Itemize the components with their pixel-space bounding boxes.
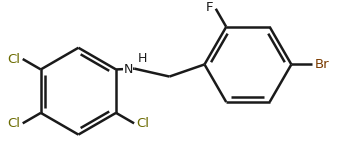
Text: Cl: Cl <box>7 117 20 130</box>
Text: N: N <box>123 63 133 76</box>
Text: F: F <box>206 1 213 14</box>
Text: Cl: Cl <box>7 53 20 65</box>
Text: H: H <box>138 52 147 65</box>
Text: Br: Br <box>315 58 329 71</box>
Text: Cl: Cl <box>136 117 150 130</box>
